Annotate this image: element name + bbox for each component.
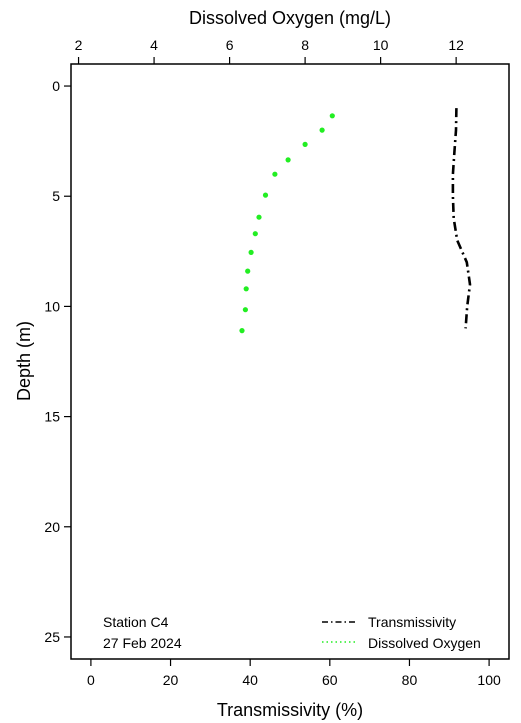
plot-frame [70,63,510,660]
dissolved-oxygen-point [252,231,258,237]
x-top-axis-title: Dissolved Oxygen (mg/L) [189,8,391,28]
dissolved-oxygen-point [319,127,325,133]
dissolved-oxygen-point [248,249,254,255]
y-tick-label: 5 [52,188,60,204]
dissolved-oxygen-point [245,268,251,274]
annotation-station: Station C4 [103,614,169,630]
x-top-tick-label: 8 [301,37,309,53]
dissolved-oxygen-point [243,286,249,292]
dissolved-oxygen-point [242,307,248,313]
y-tick-label: 20 [44,519,60,535]
x-bottom-tick-label: 0 [87,672,95,688]
y-tick-label: 10 [44,298,60,314]
x-top-tick-label: 4 [150,37,158,53]
y-tick-label: 25 [44,629,60,645]
x-bottom-tick-label: 80 [402,672,418,688]
transmissivity-line [451,108,472,329]
legend-label-transmissivity: Transmissivity [368,614,456,630]
ticks-layer: 0 20 40 60 80 100 2 4 6 8 10 12 0 5 10 15 20 25 [44,37,501,688]
dissolved-oxygen-point [239,328,245,334]
dissolved-oxygen-point [262,192,269,198]
y-tick-label: 0 [52,78,60,94]
x-bottom-tick-label: 40 [242,672,258,688]
x-top-tick-label: 6 [226,37,234,53]
dissolved-oxygen-point [256,214,262,220]
series-layer [239,108,472,334]
x-top-tick-label: 2 [75,37,83,53]
x-bottom-tick-label: 60 [322,672,338,688]
y-tick-label: 15 [44,409,60,425]
dissolved-oxygen-point [272,171,278,177]
y-axis-title: Depth (m) [14,321,34,401]
x-top-tick-label: 10 [373,37,389,53]
x-top-tick-label: 12 [448,37,464,53]
x-bottom-tick-label: 100 [477,672,501,688]
dissolved-oxygen-point [285,157,291,163]
dissolved-oxygen-point [329,113,335,119]
legend: Transmissivity Dissolved Oxygen [322,614,481,651]
annotation-date: 27 Feb 2024 [103,635,182,651]
legend-label-dissolved-oxygen: Dissolved Oxygen [368,635,481,651]
dissolved-oxygen-point [302,141,308,147]
x-bottom-tick-label: 20 [163,672,179,688]
x-bottom-axis-title: Transmissivity (%) [217,700,363,720]
annotation: Station C4 27 Feb 2024 [103,614,182,651]
